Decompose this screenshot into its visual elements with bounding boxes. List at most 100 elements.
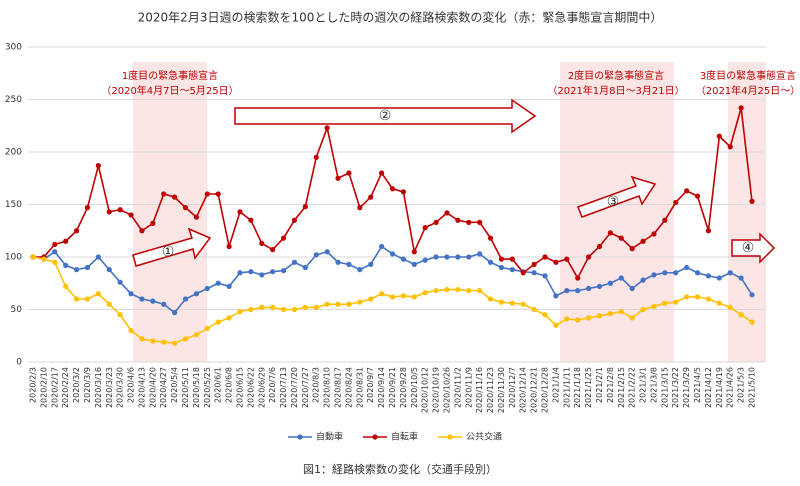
x-tick-label: 2021/3/15	[660, 367, 669, 408]
data-point	[553, 259, 559, 265]
data-point	[357, 205, 363, 211]
data-point	[41, 256, 47, 262]
data-point	[596, 283, 603, 289]
x-tick-label: 2020/2/24	[61, 367, 70, 408]
y-tick-label: 0	[16, 358, 22, 368]
data-point	[204, 285, 210, 292]
data-point	[749, 319, 755, 325]
x-tick-label: 2020/8/17	[334, 367, 343, 408]
data-point	[553, 293, 559, 299]
data-point	[324, 301, 330, 307]
data-point	[215, 280, 221, 286]
data-point	[117, 279, 123, 285]
data-point	[738, 312, 744, 318]
data-point	[749, 292, 755, 298]
data-point	[335, 259, 341, 265]
data-point	[280, 235, 287, 241]
data-point	[596, 243, 603, 250]
data-point	[400, 256, 406, 262]
x-tick-label: 2021/5/10	[748, 367, 757, 408]
data-point	[193, 332, 200, 338]
data-point	[182, 205, 189, 211]
x-tick-label: 2020/4/6	[127, 367, 136, 403]
data-point	[259, 272, 265, 278]
data-point	[422, 290, 428, 296]
data-point	[542, 312, 548, 318]
data-point	[498, 256, 505, 262]
x-tick-label: 2020/10/19	[432, 367, 441, 413]
x-tick-label: 2021/4/12	[704, 367, 713, 408]
data-point	[662, 300, 668, 306]
data-point	[694, 270, 701, 276]
data-point	[161, 301, 167, 307]
x-tick-label: 2020/7/6	[268, 367, 277, 403]
data-point	[716, 275, 722, 281]
data-point	[270, 269, 276, 275]
y-tick-label: 300	[5, 43, 22, 53]
data-point	[248, 306, 254, 313]
data-point	[618, 235, 624, 241]
period-shade	[133, 62, 207, 362]
data-point	[84, 264, 91, 271]
x-tick-label: 2020/3/2	[72, 367, 81, 403]
x-tick-label: 2020/12/14	[519, 367, 528, 413]
data-point	[444, 286, 450, 293]
x-tick-label: 2020/8/31	[355, 367, 364, 408]
x-tick-label: 2020/11/9	[464, 367, 473, 408]
x-tick-label: 2020/4/20	[148, 367, 157, 408]
data-point	[444, 254, 450, 260]
data-point	[52, 241, 58, 247]
data-point	[618, 275, 624, 281]
x-tick-label: 2020/12/21	[530, 367, 539, 413]
data-point	[270, 247, 276, 253]
data-point	[335, 301, 341, 307]
y-tick-label: 250	[5, 95, 22, 105]
data-point	[422, 225, 428, 231]
x-tick-label: 2020/7/13	[279, 367, 288, 408]
arrow	[234, 98, 537, 134]
data-point	[466, 254, 472, 260]
x-tick-label: 2020/11/16	[475, 367, 484, 413]
data-point	[640, 277, 646, 283]
data-point	[673, 199, 679, 205]
x-tick-label: 2021/4/19	[715, 367, 724, 408]
arrow-label: ①	[162, 244, 175, 260]
x-tick-label: 2021/1/18	[573, 367, 582, 408]
data-point	[63, 283, 69, 289]
legend-label: 自動車	[316, 431, 343, 443]
data-point	[313, 154, 319, 160]
x-tick-label: 2020/10/5	[410, 367, 419, 408]
data-point	[531, 261, 537, 267]
data-point	[575, 275, 581, 281]
data-point	[422, 257, 428, 263]
x-tick-label: 2020/3/16	[94, 367, 103, 408]
y-tick-label: 150	[5, 200, 22, 210]
x-tick-label: 2021/3/29	[682, 367, 691, 408]
data-point	[477, 251, 483, 257]
data-point	[684, 264, 690, 271]
data-point	[509, 267, 515, 273]
data-point	[172, 340, 178, 346]
x-tick-label: 2021/4/26	[726, 367, 735, 408]
data-point	[63, 238, 69, 244]
data-point	[400, 189, 406, 195]
data-point	[411, 249, 417, 255]
data-point	[161, 339, 167, 345]
data-point	[509, 300, 515, 306]
data-point	[270, 304, 276, 310]
data-point	[738, 105, 744, 111]
data-point	[259, 240, 265, 246]
x-tick-label: 2021/1/11	[562, 367, 571, 408]
data-point	[629, 246, 635, 252]
x-tick-label: 2020/3/30	[116, 367, 125, 408]
data-point	[182, 296, 189, 302]
x-tick-label: 2020/4/27	[159, 367, 168, 408]
data-point	[302, 204, 308, 210]
x-tick-label: 2020/6/22	[246, 367, 255, 408]
data-point	[749, 198, 755, 204]
data-point	[575, 317, 581, 323]
x-tick-label: 2021/3/8	[649, 367, 658, 403]
data-point	[193, 214, 200, 220]
data-point	[106, 301, 112, 307]
data-point	[411, 261, 417, 267]
